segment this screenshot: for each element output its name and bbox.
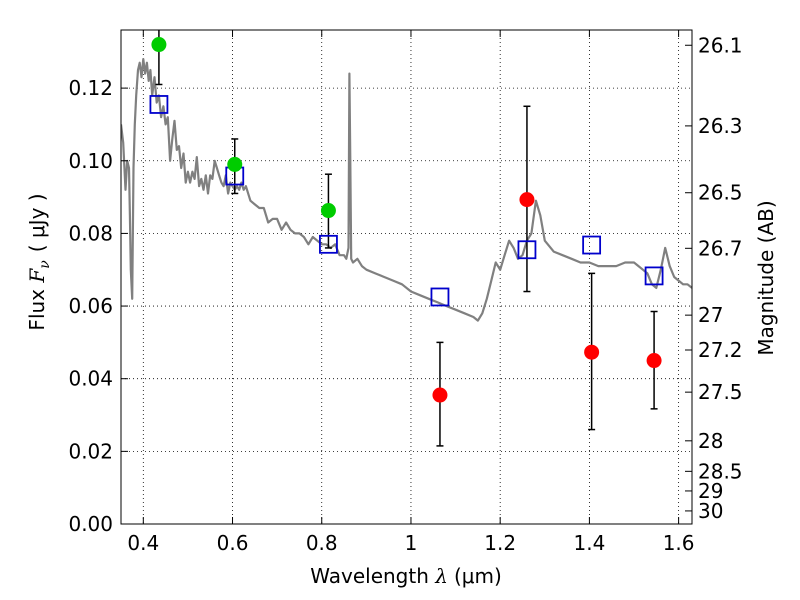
model-photometry-square xyxy=(644,266,664,286)
x-tick-label: 1.4 xyxy=(573,531,605,555)
model-photometry-square xyxy=(430,287,450,307)
observed-flux-point-green xyxy=(227,156,243,172)
x-axis-label: Wavelength λ (μm) xyxy=(310,564,502,588)
model-photometry-square xyxy=(517,240,537,260)
y-tick-label: 0.12 xyxy=(68,76,113,100)
x-tick-label: 1.2 xyxy=(484,531,516,555)
y-tick-label: 0.10 xyxy=(68,149,113,173)
observed-flux-point-red xyxy=(584,344,600,360)
x-tick-label: 1 xyxy=(405,531,418,555)
y-tick-label: 0.08 xyxy=(68,221,113,245)
magnitude-tick-label: 27 xyxy=(698,303,723,327)
x-tick-label: 0.8 xyxy=(306,531,338,555)
magnitude-tick-label: 29 xyxy=(698,479,723,503)
observed-flux-point-red xyxy=(519,192,535,208)
y-tick-label: 0.02 xyxy=(68,439,113,463)
x-tick-label: 0.4 xyxy=(127,531,159,555)
magnitude-tick-label: 28.5 xyxy=(698,459,743,483)
plot-area xyxy=(121,30,692,447)
y-axis-label: Flux Fν( μJy ) xyxy=(25,193,53,330)
observed-flux-point-red xyxy=(432,387,448,403)
model-photometry-square xyxy=(582,235,602,255)
model-photometry-square xyxy=(149,95,169,114)
model-photometry-square xyxy=(319,234,338,254)
y-tick-label: 0.04 xyxy=(68,367,113,391)
observed-flux-point-green xyxy=(320,203,336,219)
magnitude-tick-label: 26.7 xyxy=(698,236,743,260)
y-tick-label: 0.06 xyxy=(68,294,113,318)
plot-frame xyxy=(120,29,693,525)
x-tick-label: 0.6 xyxy=(217,531,249,555)
magnitude-tick-label: 30 xyxy=(698,499,723,523)
x-tick-label: 1.6 xyxy=(663,531,695,555)
magnitude-tick-label: 27.2 xyxy=(698,338,743,362)
magnitude-tick-label: 26.3 xyxy=(698,114,743,138)
y-tick-label: 0.00 xyxy=(68,512,113,536)
observed-flux-point-green xyxy=(151,37,167,53)
magnitude-axis-label: Magnitude (AB) xyxy=(754,200,778,355)
model-spectrum-line xyxy=(121,58,692,322)
observed-flux-point-red xyxy=(646,353,662,369)
magnitude-tick-label: 26.5 xyxy=(698,181,743,205)
magnitude-tick-label: 28 xyxy=(698,429,723,453)
magnitude-tick-label: 27.5 xyxy=(698,380,743,404)
grid-lines xyxy=(121,30,692,525)
magnitude-tick-label: 26.1 xyxy=(698,33,743,57)
axis-ticks: 0.4 0.6 0.8 1 1.2 1.4 1.6 0.00 0.02 0.04 0.06 0.08 0… xyxy=(68,30,743,555)
